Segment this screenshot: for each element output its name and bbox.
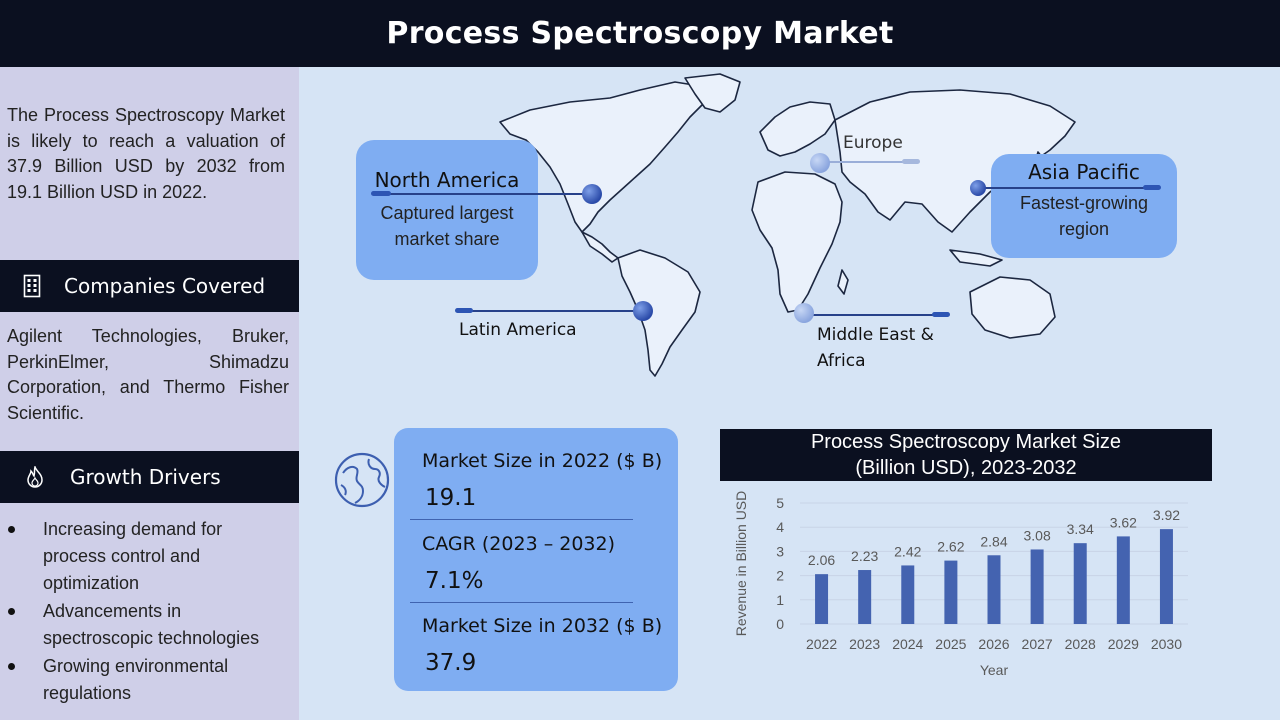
- north-america-pill: [371, 191, 391, 196]
- market-2022-value: 19.1: [425, 485, 477, 511]
- world-map: [499, 73, 1076, 377]
- data-label: 2.42: [894, 543, 921, 559]
- x-axis-title: Year: [980, 662, 1009, 678]
- y-axis-title: Revenue in Billion USD: [733, 491, 749, 637]
- asia-pacific-pill: [1143, 185, 1161, 190]
- data-label: 3.08: [1023, 527, 1050, 543]
- drivers-header-label: Growth Drivers: [70, 465, 221, 489]
- market-2022-label: Market Size in 2022 ($ B): [422, 450, 663, 472]
- chart-title-line1: Process Spectroscopy Market Size: [810, 431, 1122, 453]
- x-tick-label: 2029: [1108, 636, 1139, 652]
- chart-title-line2: (Billion USD), 2023-2032: [855, 457, 1077, 479]
- page-title: Process Spectroscopy Market: [386, 16, 894, 51]
- x-tick-label: 2030: [1151, 636, 1182, 652]
- europe-pill: [902, 159, 920, 164]
- list-item: Advancements in spectroscopic technologi…: [0, 598, 299, 652]
- intro-text: The Process Spectroscopy Market is likel…: [7, 105, 285, 202]
- bar: [1073, 543, 1087, 624]
- chart-title: Process Spectroscopy Market Size (Billio…: [720, 429, 1212, 481]
- top-banner: Process Spectroscopy Market: [0, 0, 1280, 67]
- cagr-label: CAGR (2023 – 2032): [422, 533, 616, 555]
- companies-header-label: Companies Covered: [64, 274, 266, 298]
- data-label: 2.06: [808, 552, 835, 568]
- flame-icon: [0, 466, 70, 488]
- data-label: 2.23: [851, 548, 878, 564]
- asia-pacific-marker: [970, 180, 986, 196]
- data-label: 2.84: [980, 533, 1007, 549]
- asia-pacific-desc: Fastest-growing region: [1019, 193, 1149, 239]
- y-tick-label: 1: [776, 592, 784, 608]
- y-tick-label: 2: [776, 568, 784, 584]
- list-item: Growing environmental regulations: [0, 653, 299, 707]
- y-tick-label: 3: [776, 543, 784, 559]
- north-america-leader: [380, 193, 585, 195]
- north-america-title: North America: [374, 168, 520, 192]
- companies-header: Companies Covered: [0, 260, 299, 312]
- latin-america-pill: [455, 308, 473, 313]
- north-america-marker: [582, 184, 602, 204]
- globe-icon: [334, 452, 390, 508]
- x-tick-label: 2022: [806, 636, 837, 652]
- bar: [815, 574, 829, 624]
- data-label: 3.62: [1110, 514, 1137, 530]
- mea-label: Middle East & Africa: [817, 325, 934, 371]
- latin-america-marker: [633, 301, 653, 321]
- drivers-header: Growth Drivers: [0, 451, 299, 503]
- building-icon: [0, 274, 64, 298]
- market-2032-value: 37.9: [425, 650, 477, 676]
- asia-pacific-card: Asia Pacific Fastest-growing region: [991, 154, 1177, 258]
- cagr-value: 7.1%: [425, 568, 484, 594]
- mea-pill: [932, 312, 950, 317]
- stats-divider: [410, 602, 633, 603]
- sidebar: The Process Spectroscopy Market is likel…: [0, 67, 299, 720]
- x-tick-label: 2028: [1065, 636, 1096, 652]
- list-item: Increasing demand for process control an…: [0, 516, 299, 597]
- bar: [1159, 529, 1173, 624]
- x-tick-label: 2026: [978, 636, 1009, 652]
- data-label: 3.92: [1153, 507, 1180, 523]
- north-america-desc: Captured largest market share: [380, 203, 514, 249]
- bar: [1030, 549, 1044, 624]
- europe-leader: [828, 161, 918, 163]
- data-label: 3.34: [1067, 521, 1094, 537]
- drivers-list: Increasing demand for process control an…: [0, 516, 299, 708]
- europe-marker: [810, 153, 830, 173]
- mea-leader: [806, 314, 946, 316]
- bar: [1116, 536, 1130, 624]
- y-tick-label: 0: [776, 616, 784, 632]
- companies-text: Agilent Technologies, Bruker, PerkinElme…: [7, 326, 289, 423]
- asia-pacific-leader: [980, 187, 1155, 189]
- latin-america-leader: [460, 310, 638, 312]
- latin-america-label: Latin America: [459, 320, 577, 340]
- bar: [987, 555, 1001, 624]
- data-label: 2.62: [937, 539, 964, 555]
- bar: [901, 565, 915, 624]
- asia-pacific-title: Asia Pacific: [1028, 160, 1140, 184]
- x-tick-label: 2027: [1022, 636, 1053, 652]
- north-america-card: North America Captured largest market sh…: [356, 140, 538, 280]
- stats-divider: [410, 519, 633, 520]
- bar: [944, 560, 958, 624]
- y-tick-label: 5: [776, 495, 784, 511]
- market-2032-label: Market Size in 2032 ($ B): [422, 615, 663, 637]
- x-tick-label: 2025: [935, 636, 966, 652]
- x-tick-label: 2023: [849, 636, 880, 652]
- europe-label: Europe: [843, 133, 903, 153]
- stats-card: Market Size in 2022 ($ B) 19.1 CAGR (202…: [394, 428, 678, 691]
- x-tick-label: 2024: [892, 636, 923, 652]
- bar: [858, 570, 872, 624]
- mea-marker: [794, 303, 814, 323]
- y-tick-label: 4: [776, 519, 784, 535]
- bar-chart: 0 1 2 3 4 5 2.06 2022 2.23 2023 2.42 2024 2.62 2025 2.…: [733, 491, 1188, 678]
